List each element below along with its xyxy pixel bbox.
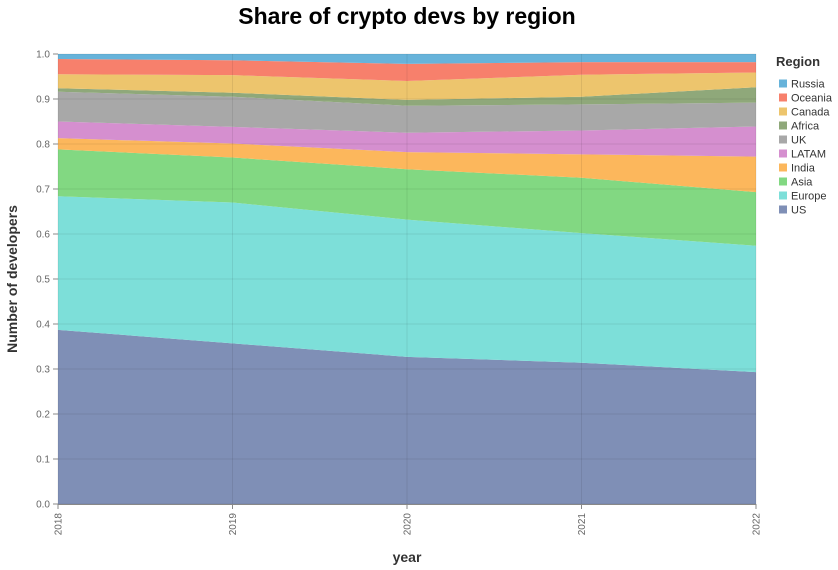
area-europe	[58, 196, 756, 373]
y-tick-label: 0.2	[36, 410, 50, 421]
x-tick-label: 2021	[577, 513, 588, 536]
area-us	[58, 329, 756, 504]
y-tick-label: 0.0	[36, 500, 50, 511]
x-tick-label: 2019	[228, 513, 239, 536]
area-africa	[58, 87, 756, 106]
legend-title: Region	[776, 54, 820, 69]
legend-item-us: US	[779, 205, 806, 217]
legend-swatch	[779, 149, 787, 158]
legend-label: US	[791, 205, 806, 217]
legend-item-asia: Asia	[779, 177, 813, 189]
chart-title: Share of crypto devs by region	[238, 3, 575, 29]
area-india	[58, 138, 756, 193]
legend-swatch	[779, 205, 787, 214]
y-axis-title: Number of developers	[4, 205, 20, 353]
legend-label: India	[791, 163, 816, 175]
area-asia	[58, 149, 756, 246]
legend-items: Russia Oceania Canada Africa UK LATAM India Asi…	[779, 79, 833, 217]
legend-item-latam: LATAM	[779, 149, 826, 161]
legend-swatch	[779, 177, 787, 186]
plot-areas	[58, 54, 756, 504]
legend-swatch	[779, 163, 787, 172]
legend-swatch	[779, 93, 787, 102]
y-tick-label: 1.0	[36, 50, 50, 61]
x-tick-label: 2020	[403, 513, 414, 536]
legend-item-uk: UK	[779, 135, 807, 147]
legend-label: Canada	[791, 107, 830, 119]
legend-item-africa: Africa	[779, 121, 820, 133]
legend-label: Africa	[791, 121, 820, 133]
y-tick-label: 0.5	[36, 275, 50, 286]
area-oceania	[58, 58, 756, 81]
y-tick-label: 0.8	[36, 140, 50, 151]
x-axis: 2018 2019 2020 2021 2022	[54, 504, 763, 535]
y-tick-label: 0.4	[36, 320, 50, 331]
area-latam	[58, 121, 756, 157]
legend-item-europe: Europe	[779, 191, 826, 203]
legend-swatch	[779, 121, 787, 130]
y-tick-label: 0.3	[36, 365, 50, 376]
y-tick-label: 0.7	[36, 185, 50, 196]
legend-item-oceania: Oceania	[779, 93, 833, 105]
y-tick-label: 0.1	[36, 455, 50, 466]
legend-label: LATAM	[791, 149, 826, 161]
y-axis: 0.0 0.1 0.2 0.3 0.4 0.5 0.6 0.7 0.8 0.9 1.0	[36, 50, 58, 511]
legend-label: Asia	[791, 177, 813, 189]
area-russia	[58, 54, 756, 64]
legend-swatch	[779, 191, 787, 200]
legend-item-india: India	[779, 163, 816, 175]
area-uk	[58, 91, 756, 133]
x-tick-label: 2022	[752, 513, 763, 536]
y-tick-label: 0.6	[36, 230, 50, 241]
legend-label: Russia	[791, 79, 826, 91]
legend-swatch	[779, 107, 787, 116]
legend-swatch	[779, 79, 787, 88]
y-tick-label: 0.9	[36, 95, 50, 106]
x-axis-title: year	[393, 549, 422, 565]
legend-label: Europe	[791, 191, 826, 203]
legend-item-canada: Canada	[779, 107, 830, 119]
legend-label: UK	[791, 135, 807, 147]
area-canada	[58, 72, 756, 100]
legend-item-russia: Russia	[779, 79, 826, 91]
legend: Region Russia Oceania Canada Africa UK LATAM I…	[776, 54, 833, 217]
legend-label: Oceania	[791, 93, 833, 105]
legend-swatch	[779, 135, 787, 144]
x-tick-label: 2018	[54, 513, 65, 536]
